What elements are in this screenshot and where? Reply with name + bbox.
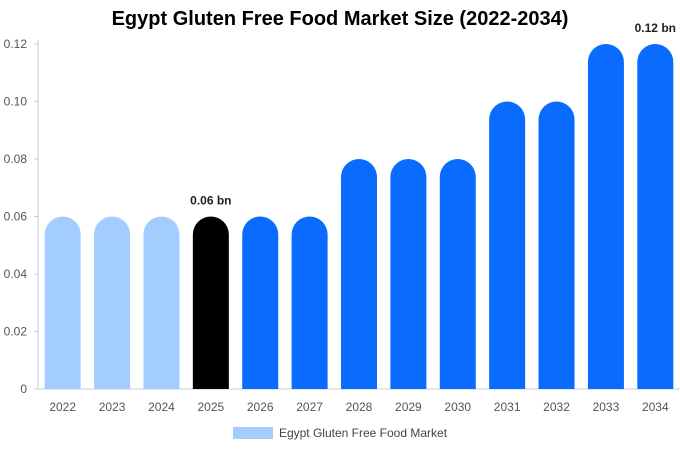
x-tick-label: 2034	[642, 400, 669, 414]
x-tick-label: 2030	[444, 400, 471, 414]
bar-2031	[489, 101, 526, 389]
x-tick-label: 2026	[247, 400, 274, 414]
data-label: 0.12 bn	[635, 21, 676, 35]
y-tick-label: 0.08	[4, 152, 28, 166]
y-tick-label: 0.12	[4, 37, 28, 51]
x-tick-label: 2022	[49, 400, 76, 414]
bar-2033	[587, 44, 624, 389]
x-tick-label: 2027	[296, 400, 323, 414]
bar-2025	[192, 216, 229, 389]
chart-title: Egypt Gluten Free Food Market Size (2022…	[111, 8, 569, 30]
bar-2024	[143, 216, 180, 389]
bar-2032	[538, 101, 575, 389]
y-tick-label: 0.10	[4, 95, 28, 109]
x-tick-label: 2029	[395, 400, 422, 414]
x-tick-label: 2023	[99, 400, 126, 414]
bar-2023	[94, 216, 131, 389]
x-tick-label: 2028	[346, 400, 373, 414]
y-tick-label: 0.04	[4, 267, 28, 281]
x-tick-label: 2024	[148, 400, 175, 414]
bar-2028	[341, 159, 377, 389]
chart-legend: Egypt Gluten Free Food Market	[0, 426, 680, 440]
bar-2027	[291, 216, 328, 389]
bar-2034	[637, 44, 674, 389]
x-tick-label: 2033	[593, 400, 620, 414]
y-tick-label: 0	[20, 382, 27, 396]
x-tick-label: 2032	[543, 400, 570, 414]
bar-2029	[390, 159, 427, 389]
bar-2026	[242, 216, 279, 389]
x-tick-label: 2025	[197, 400, 224, 414]
data-label: 0.06 bn	[190, 194, 231, 208]
bar-2022	[44, 216, 81, 389]
legend-label: Egypt Gluten Free Food Market	[278, 426, 448, 440]
legend-swatch	[232, 427, 273, 439]
bar-2030	[439, 159, 476, 389]
y-tick-label: 0.02	[4, 325, 28, 339]
x-tick-label: 2031	[494, 400, 521, 414]
y-tick-label: 0.06	[4, 210, 28, 224]
